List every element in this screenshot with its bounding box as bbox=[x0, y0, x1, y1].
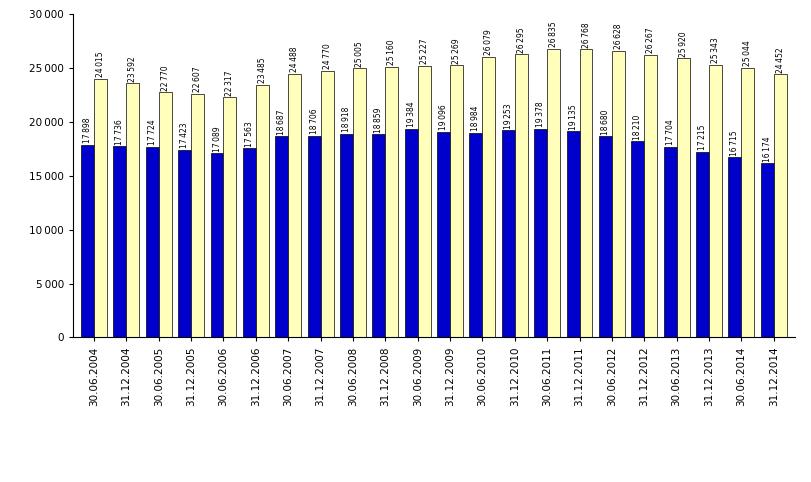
Text: 26 835: 26 835 bbox=[549, 21, 558, 47]
Bar bbox=[534, 129, 547, 337]
Bar bbox=[178, 150, 191, 337]
Bar bbox=[709, 65, 722, 337]
Bar bbox=[372, 134, 385, 337]
Bar bbox=[741, 68, 754, 337]
Text: 18 706: 18 706 bbox=[310, 109, 319, 134]
Bar bbox=[405, 129, 418, 337]
Text: 24 452: 24 452 bbox=[775, 47, 785, 73]
Bar bbox=[385, 67, 398, 337]
Text: 17 736: 17 736 bbox=[115, 119, 124, 145]
Text: 17 089: 17 089 bbox=[212, 126, 221, 152]
Text: 18 984: 18 984 bbox=[471, 106, 480, 132]
Bar bbox=[502, 130, 515, 337]
Text: 17 898: 17 898 bbox=[83, 118, 92, 143]
Bar bbox=[211, 153, 224, 337]
Text: 18 918: 18 918 bbox=[342, 107, 351, 132]
Bar bbox=[255, 85, 268, 337]
Text: 22 317: 22 317 bbox=[225, 70, 234, 95]
Text: 23 485: 23 485 bbox=[258, 57, 267, 83]
Bar bbox=[663, 147, 676, 337]
Text: 18 687: 18 687 bbox=[277, 109, 286, 134]
Text: 19 378: 19 378 bbox=[536, 102, 545, 127]
Bar bbox=[483, 57, 496, 337]
Text: 17 563: 17 563 bbox=[245, 121, 254, 147]
Bar bbox=[437, 132, 450, 337]
Text: 19 253: 19 253 bbox=[504, 103, 513, 129]
Text: 19 384: 19 384 bbox=[407, 102, 416, 127]
Text: 17 215: 17 215 bbox=[698, 125, 707, 150]
Text: 18 680: 18 680 bbox=[601, 109, 610, 134]
Bar bbox=[612, 51, 624, 337]
Text: 25 920: 25 920 bbox=[679, 31, 688, 57]
Bar bbox=[599, 136, 612, 337]
Text: 24 015: 24 015 bbox=[96, 52, 105, 77]
Bar bbox=[676, 58, 689, 337]
Text: 18 210: 18 210 bbox=[633, 114, 642, 140]
Text: 25 269: 25 269 bbox=[452, 38, 461, 64]
Bar bbox=[353, 68, 366, 337]
Bar bbox=[191, 94, 204, 337]
Text: 25 044: 25 044 bbox=[744, 40, 753, 66]
Bar bbox=[320, 71, 333, 337]
Text: 26 079: 26 079 bbox=[484, 29, 493, 55]
Bar bbox=[547, 49, 560, 337]
Bar bbox=[761, 163, 774, 337]
Text: 17 423: 17 423 bbox=[180, 122, 189, 148]
Bar bbox=[146, 147, 159, 337]
Text: 17 724: 17 724 bbox=[148, 120, 157, 145]
Bar bbox=[728, 158, 741, 337]
Text: 24 488: 24 488 bbox=[290, 47, 299, 72]
Text: 26 267: 26 267 bbox=[646, 27, 655, 53]
Text: 17 704: 17 704 bbox=[666, 120, 675, 145]
Text: 23 592: 23 592 bbox=[128, 56, 137, 82]
Bar bbox=[224, 97, 237, 337]
Text: 19 096: 19 096 bbox=[439, 105, 448, 130]
Bar bbox=[243, 148, 255, 337]
Text: 26 628: 26 628 bbox=[614, 24, 623, 49]
Bar bbox=[696, 152, 709, 337]
Bar bbox=[567, 132, 580, 337]
Bar bbox=[631, 141, 644, 337]
Bar bbox=[515, 54, 528, 337]
Bar bbox=[127, 83, 139, 337]
Text: 26 768: 26 768 bbox=[581, 22, 590, 48]
Text: 26 295: 26 295 bbox=[517, 27, 526, 53]
Bar bbox=[159, 92, 172, 337]
Bar bbox=[94, 79, 107, 337]
Bar bbox=[288, 74, 301, 337]
Text: 18 859: 18 859 bbox=[375, 107, 384, 133]
Bar bbox=[644, 54, 657, 337]
Bar bbox=[774, 74, 787, 337]
Bar bbox=[340, 134, 353, 337]
Bar bbox=[81, 145, 94, 337]
Text: 25 005: 25 005 bbox=[355, 41, 364, 67]
Text: 16 174: 16 174 bbox=[763, 136, 772, 161]
Bar bbox=[275, 136, 288, 337]
Bar bbox=[580, 49, 593, 337]
Bar bbox=[450, 66, 463, 337]
Text: 25 227: 25 227 bbox=[419, 39, 429, 64]
Bar bbox=[470, 133, 483, 337]
Text: 25 343: 25 343 bbox=[711, 37, 720, 63]
Text: 22 607: 22 607 bbox=[193, 67, 202, 93]
Bar bbox=[418, 66, 431, 337]
Bar bbox=[307, 136, 320, 337]
Text: 22 770: 22 770 bbox=[161, 65, 169, 91]
Text: 16 715: 16 715 bbox=[731, 130, 740, 156]
Text: 19 135: 19 135 bbox=[569, 104, 577, 130]
Text: 24 770: 24 770 bbox=[323, 43, 332, 69]
Bar bbox=[114, 147, 127, 337]
Text: 25 160: 25 160 bbox=[388, 40, 397, 65]
